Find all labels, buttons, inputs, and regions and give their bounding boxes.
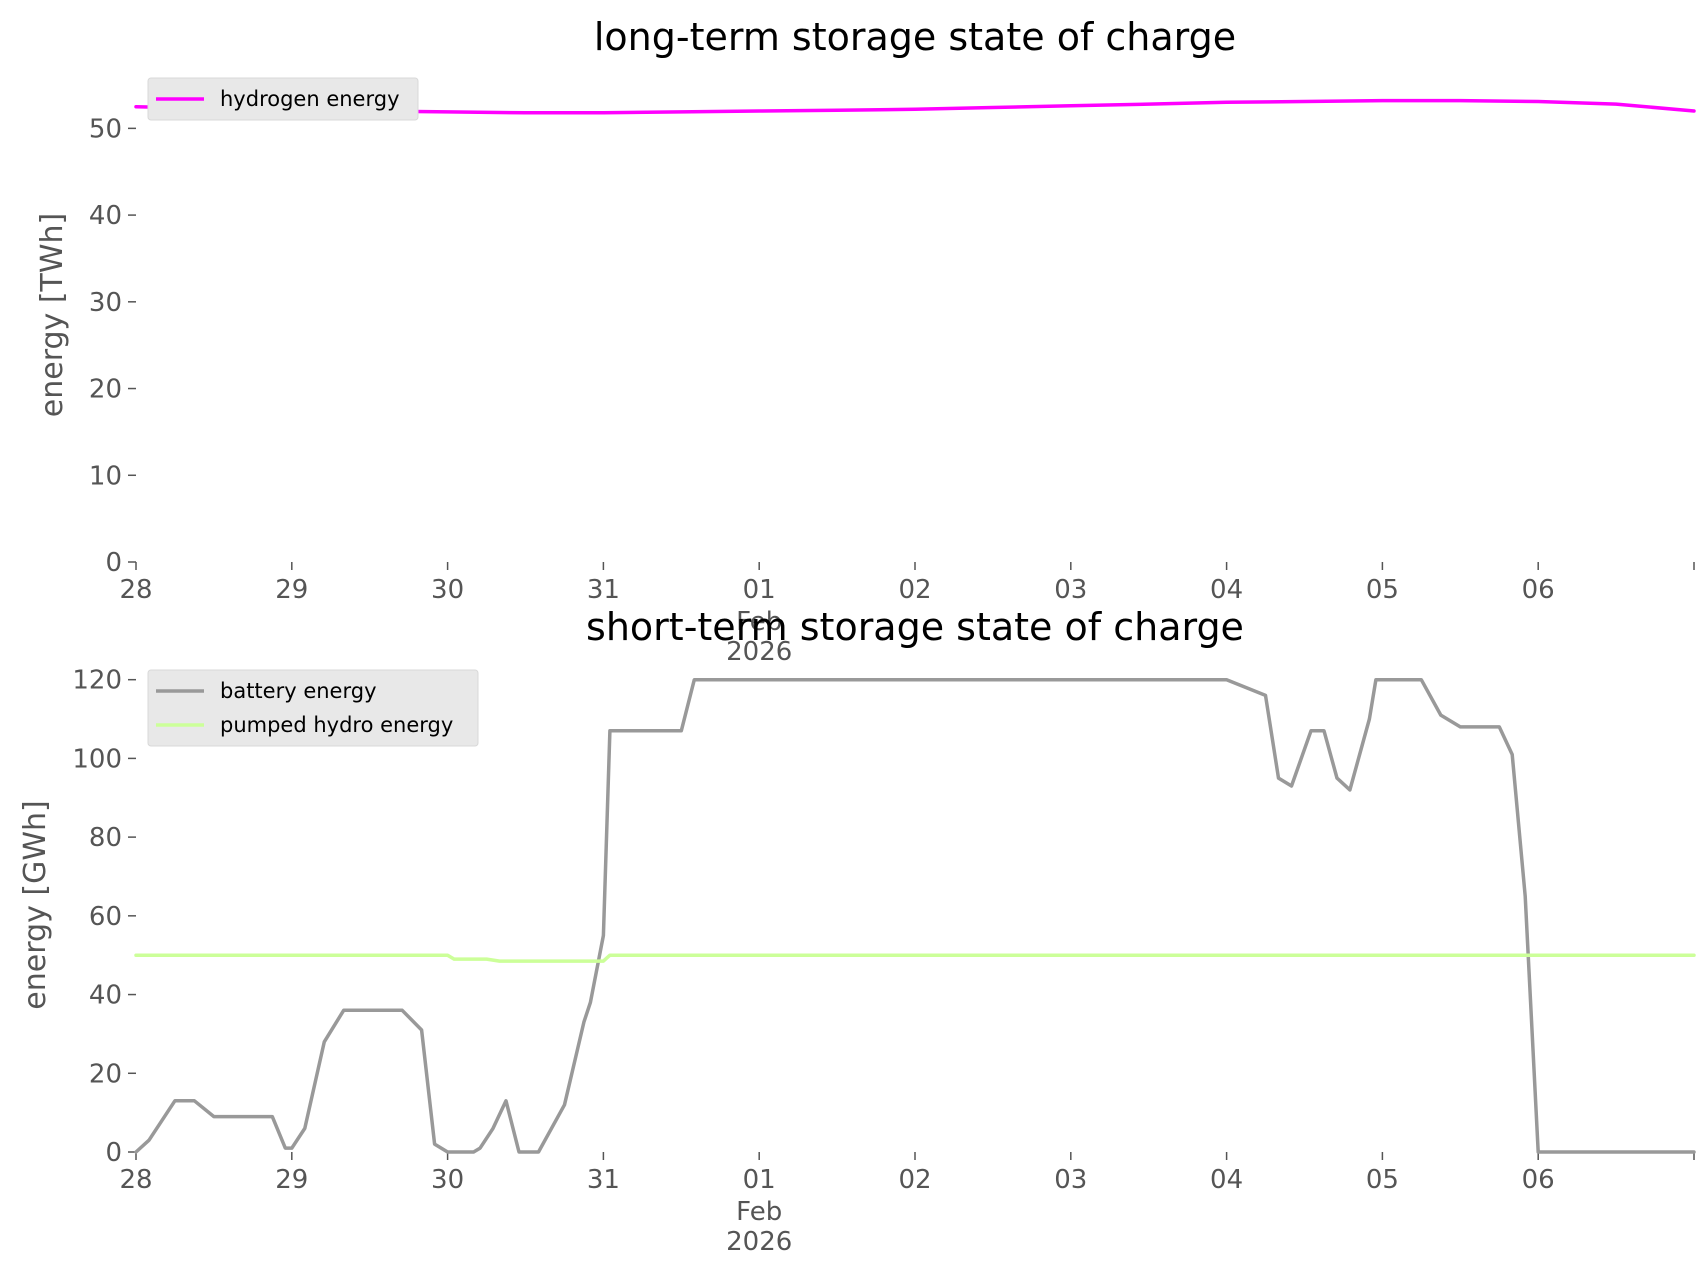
y-tick-label: 80 — [89, 823, 122, 853]
series-line-pumped-hydro-energy — [134, 953, 1696, 963]
x-tick-label: 06 — [1522, 575, 1555, 605]
y-tick-label: 10 — [89, 461, 122, 491]
y-tick-label: 40 — [89, 201, 122, 231]
y-tick-label: 0 — [105, 1138, 122, 1168]
x-tick-label: 04 — [1210, 1165, 1243, 1195]
y-tick-label: 30 — [89, 288, 122, 318]
y-axis: 0 20 40 60 80 100 120 — [72, 666, 136, 1168]
x-tick-label: 30 — [431, 1165, 464, 1195]
x-tick-label: 05 — [1366, 1165, 1399, 1195]
y-tick-label: 60 — [89, 902, 122, 932]
legend: battery energy pumped hydro energy — [147, 669, 479, 747]
legend: hydrogen energy — [147, 77, 419, 121]
long-term-storage-chart: long-term storage state of charge energy… — [35, 15, 1696, 667]
x-tick-label-year: 2026 — [726, 637, 792, 667]
x-tick-label: 04 — [1210, 575, 1243, 605]
y-tick-label: 120 — [72, 666, 122, 696]
legend-box — [147, 77, 419, 121]
legend-box — [147, 669, 479, 747]
y-axis: 0 10 20 30 40 50 — [89, 114, 136, 578]
y-tick-label: 20 — [89, 1059, 122, 1089]
x-tick-label: 03 — [1054, 1165, 1087, 1195]
legend-label: pumped hydro energy — [220, 713, 453, 737]
legend-label: hydrogen energy — [220, 87, 400, 111]
x-tick-label: 31 — [587, 1165, 620, 1195]
x-tick-label: 31 — [587, 575, 620, 605]
x-tick-label: 29 — [275, 1165, 308, 1195]
y-axis-label: energy [TWh] — [35, 213, 70, 417]
y-tick-label: 100 — [72, 744, 122, 774]
x-tick-label: 06 — [1522, 1165, 1555, 1195]
x-tick-label: 28 — [119, 1165, 152, 1195]
short-term-storage-chart: short-term storage state of charge energ… — [18, 605, 1696, 1257]
x-tick-label: 30 — [431, 575, 464, 605]
legend-label: battery energy — [220, 679, 377, 703]
x-tick-label-month: Feb — [736, 1197, 782, 1227]
x-tick-label: 01 — [743, 1165, 776, 1195]
y-axis-label: energy [GWh] — [18, 800, 53, 1009]
series-line-battery-energy — [134, 677, 1696, 1154]
series-layer — [134, 677, 1696, 1154]
x-tick-label: 01 — [743, 575, 776, 605]
y-tick-label: 0 — [105, 548, 122, 578]
x-tick-label: 03 — [1054, 575, 1087, 605]
x-tick-label: 29 — [275, 575, 308, 605]
x-tick-label: 28 — [119, 575, 152, 605]
x-tick-label: 02 — [898, 1165, 931, 1195]
x-tick-label-month: Feb — [736, 607, 782, 637]
y-tick-label: 50 — [89, 114, 122, 144]
chart-title: short-term storage state of charge — [586, 605, 1244, 649]
x-tick-label: 05 — [1366, 575, 1399, 605]
y-tick-label: 40 — [89, 981, 122, 1011]
x-tick-label-year: 2026 — [726, 1227, 792, 1257]
chart-title: long-term storage state of charge — [594, 15, 1236, 59]
y-tick-label: 20 — [89, 375, 122, 405]
x-tick-label: 02 — [898, 575, 931, 605]
